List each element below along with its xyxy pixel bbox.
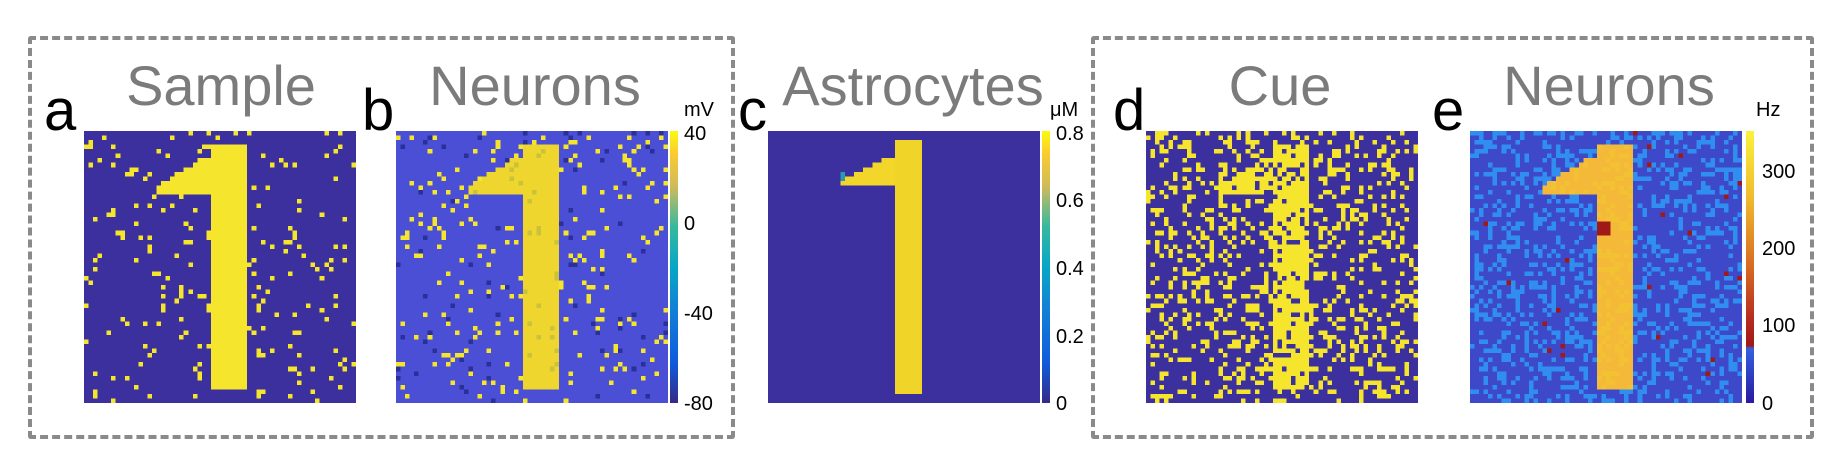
panel-c-letter: c [738, 78, 767, 143]
panel-c-colorbar-tick: 0.4 [1056, 258, 1084, 280]
panel-d-title: Cue [1228, 54, 1332, 117]
panel-b-colorbar-tick: 0 [684, 213, 696, 235]
panel-b-colorbar-unit: mV [684, 99, 714, 121]
panel-d-heatmap [1146, 131, 1418, 403]
panel-e-colorbar [1746, 131, 1754, 403]
panel-b-letter: b [362, 78, 395, 143]
panel-b-title: Neurons [429, 54, 641, 117]
panel-e-colorbar-unit: Hz [1756, 99, 1781, 121]
panel-c-colorbar-tick: 0.6 [1056, 190, 1084, 212]
panel-a-letter: a [44, 78, 77, 143]
panel-b-colorbar-tick: 40 [684, 123, 707, 145]
panel-e-colorbar-tick: 300 [1762, 161, 1796, 183]
panel-b-colorbar [670, 131, 678, 403]
panel-e-title: Neurons [1503, 54, 1715, 117]
group-box-left [28, 36, 735, 439]
panel-e-colorbar-tick: 200 [1762, 238, 1796, 260]
panel-e-letter: e [1432, 78, 1465, 143]
panel-c-title: Astrocytes [782, 54, 1044, 117]
panel-a-title: Sample [126, 54, 316, 117]
panel-c-colorbar-tick: 0 [1056, 393, 1068, 415]
panel-c-colorbar-unit: μM [1050, 99, 1079, 121]
panel-c-heatmap [768, 131, 1040, 403]
panel-b-heatmap [396, 131, 668, 403]
panel-e-heatmap [1470, 131, 1742, 403]
panel-d-letter: d [1113, 78, 1146, 143]
panel-c-colorbar-tick: 0.8 [1056, 123, 1084, 145]
panel-c-colorbar-tick: 0.2 [1056, 326, 1084, 348]
panel-e-colorbar-tick: 100 [1762, 315, 1796, 337]
panel-e-colorbar-tick: 0 [1762, 393, 1774, 415]
panel-c-colorbar [1042, 131, 1050, 403]
group-box-right [1091, 36, 1814, 439]
panel-a-heatmap [84, 131, 356, 403]
panel-b-colorbar-tick: -80 [684, 393, 713, 415]
panel-b-colorbar-tick: -40 [684, 303, 713, 325]
